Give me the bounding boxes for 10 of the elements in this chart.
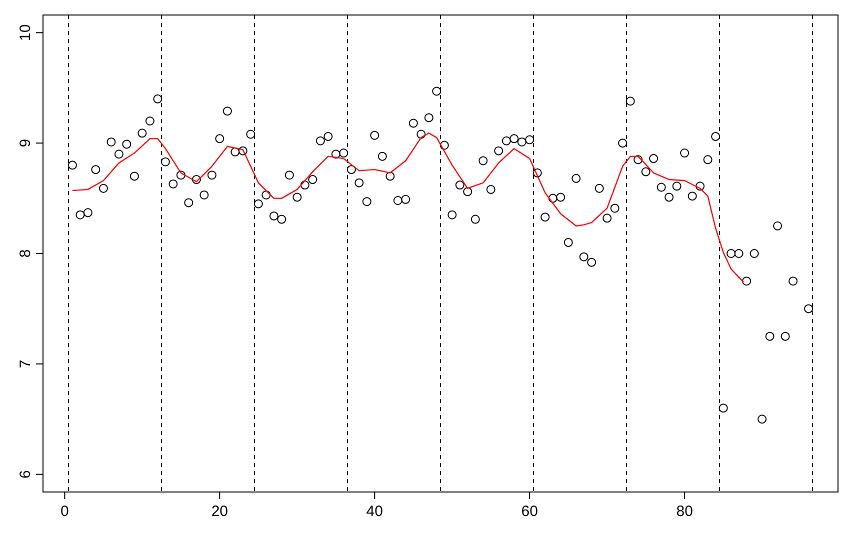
x-tick-label: 0	[60, 503, 69, 520]
x-tick-label: 80	[676, 503, 693, 520]
y-tick-label: 10	[17, 24, 34, 42]
x-tick-label: 20	[211, 503, 228, 520]
y-tick-label: 6	[17, 470, 34, 479]
y-tick-label: 9	[17, 138, 34, 148]
y-tick-label: 7	[17, 360, 34, 368]
x-tick-label: 60	[521, 503, 538, 520]
y-tick-label: 8	[17, 249, 34, 258]
x-tick-label: 40	[366, 503, 383, 520]
